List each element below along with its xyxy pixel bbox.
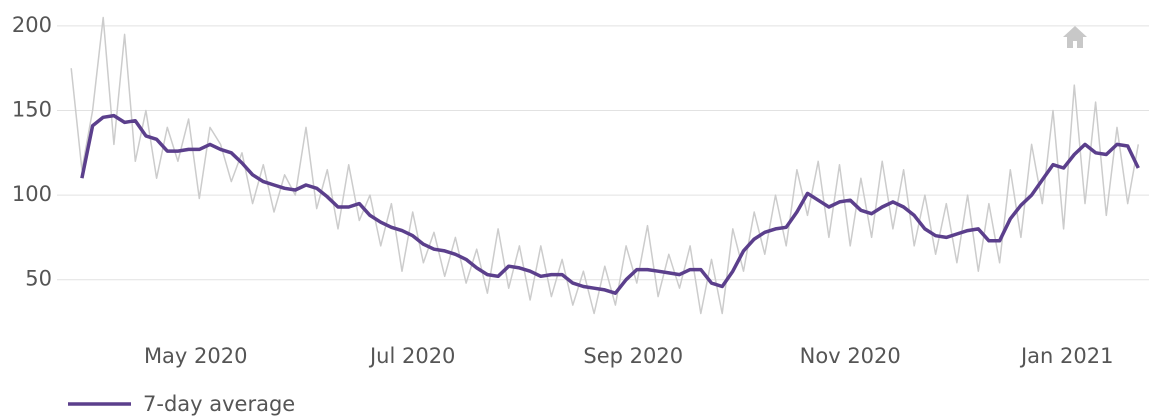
y-tick-label: 150: [12, 98, 52, 122]
x-tick-label: Nov 2020: [800, 344, 901, 368]
legend-label: 7-day average: [143, 392, 295, 416]
plot: 50 100 150 200 May 2020 Jul 2020 Sep 2020 Nov 2…: [12, 13, 1149, 416]
x-tick-label: Sep 2020: [583, 344, 683, 368]
home-icon[interactable]: [1063, 26, 1087, 48]
y-tick-label: 200: [12, 13, 52, 37]
daily-line: [70, 16, 1140, 315]
y-tick-label: 50: [25, 267, 52, 291]
x-tick-label: Jul 2020: [368, 344, 455, 368]
home-shape: [1063, 26, 1087, 48]
x-tick-label: May 2020: [144, 344, 248, 368]
y-tick-label: 100: [12, 182, 52, 206]
average-line: [80, 113, 1140, 295]
x-tick-label: Jan 2021: [1019, 344, 1114, 368]
